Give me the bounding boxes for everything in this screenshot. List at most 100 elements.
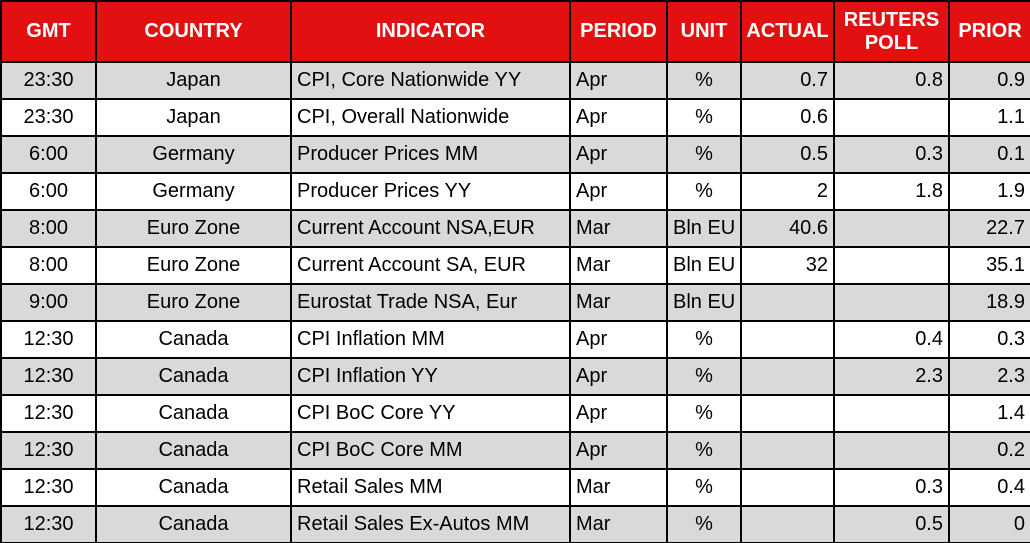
table-row: 12:30 Canada Retail Sales MM Mar% 0.3 0.4 [0, 468, 1030, 507]
cell-period: Mar [569, 505, 668, 543]
cell-country: Canada [95, 468, 292, 507]
cell-actual [740, 394, 835, 433]
cell-country: Canada [95, 505, 292, 543]
cell-gmt: 23:30 [0, 98, 97, 137]
cell-indicator: CPI Inflation MM [290, 320, 571, 359]
cell-country: Japan [95, 61, 292, 100]
header-row: GMT COUNTRY INDICATOR PERIOD UNIT ACTUAL REUTE… [0, 0, 1030, 63]
cell-reuters_poll [833, 98, 950, 137]
cell-actual: 0.5 [740, 135, 835, 174]
cell-actual: 2 [740, 172, 835, 211]
cell-unit: % [666, 172, 742, 211]
cell-unit: % [666, 98, 742, 137]
cell-period: Apr [569, 135, 668, 174]
cell-period: Mar [569, 283, 668, 322]
cell-reuters_poll [833, 283, 950, 322]
column-header-indicator: INDICATOR [290, 0, 571, 63]
cell-period: Mar [569, 246, 668, 285]
table-header: GMT COUNTRY INDICATOR PERIOD UNIT ACTUAL REUTE… [0, 0, 1030, 63]
cell-indicator: Current Account NSA,EUR [290, 209, 571, 248]
cell-actual: 40.6 [740, 209, 835, 248]
cell-period: Apr [569, 431, 668, 470]
cell-reuters_poll [833, 246, 950, 285]
cell-unit: % [666, 320, 742, 359]
cell-country: Euro Zone [95, 283, 292, 322]
cell-unit: Bln EU [666, 246, 742, 285]
table-row: 8:00 Euro Zone Current Account SA, EUR Mar B… [0, 246, 1030, 285]
cell-prior: 35.1 [948, 246, 1030, 285]
cell-actual [740, 283, 835, 322]
cell-indicator: CPI, Core Nationwide YY [290, 61, 571, 100]
column-header-prior: PRIOR [948, 0, 1030, 63]
column-header-gmt: GMT [0, 0, 97, 63]
cell-reuters_poll: 2.3 [833, 357, 950, 396]
cell-indicator: Producer Prices MM [290, 135, 571, 174]
cell-country: Euro Zone [95, 246, 292, 285]
table-row: 12:30 Canada CPI Inflation YY Apr% 2.3 2.3 [0, 357, 1030, 396]
cell-prior: 0 [948, 505, 1030, 543]
cell-prior: 1.4 [948, 394, 1030, 433]
cell-unit: % [666, 394, 742, 433]
cell-gmt: 23:30 [0, 61, 97, 100]
cell-actual [740, 468, 835, 507]
cell-prior: 2.3 [948, 357, 1030, 396]
table-row: 9:00 Euro Zone Eurostat Trade NSA, Eur Mar B… [0, 283, 1030, 322]
cell-gmt: 12:30 [0, 357, 97, 396]
column-header-period: PERIOD [569, 0, 668, 63]
cell-country: Germany [95, 135, 292, 174]
cell-actual [740, 505, 835, 543]
table-row: 23:30 Japan CPI, Core Nationwide YY Apr% 0.7… [0, 61, 1030, 100]
cell-unit: Bln EU [666, 209, 742, 248]
cell-reuters_poll [833, 209, 950, 248]
cell-prior: 0.2 [948, 431, 1030, 470]
table-row: 6:00 Germany Producer Prices YY Apr% 2 1.8 1.9 [0, 172, 1030, 211]
cell-gmt: 12:30 [0, 468, 97, 507]
column-header-reuters_poll: REUTERS POLL [833, 0, 950, 63]
cell-gmt: 12:30 [0, 505, 97, 543]
cell-actual: 0.7 [740, 61, 835, 100]
cell-period: Apr [569, 172, 668, 211]
table-body: 23:30 Japan CPI, Core Nationwide YY Apr% 0.7… [0, 61, 1030, 543]
cell-country: Canada [95, 357, 292, 396]
cell-prior: 22.7 [948, 209, 1030, 248]
cell-period: Apr [569, 394, 668, 433]
cell-gmt: 8:00 [0, 209, 97, 248]
cell-gmt: 12:30 [0, 431, 97, 470]
cell-indicator: CPI BoC Core MM [290, 431, 571, 470]
cell-indicator: Current Account SA, EUR [290, 246, 571, 285]
cell-unit: Bln EU [666, 283, 742, 322]
cell-gmt: 8:00 [0, 246, 97, 285]
cell-reuters_poll [833, 394, 950, 433]
cell-unit: % [666, 357, 742, 396]
column-header-country: COUNTRY [95, 0, 292, 63]
table-row: 12:30 Canada Retail Sales Ex-Autos MM Mar% 0… [0, 505, 1030, 543]
cell-prior: 1.9 [948, 172, 1030, 211]
cell-period: Apr [569, 61, 668, 100]
cell-prior: 0.9 [948, 61, 1030, 100]
cell-country: Euro Zone [95, 209, 292, 248]
table-row: 12:30 Canada CPI BoC Core MM Apr% 0.2 [0, 431, 1030, 470]
cell-actual: 32 [740, 246, 835, 285]
cell-country: Canada [95, 394, 292, 433]
cell-indicator: CPI Inflation YY [290, 357, 571, 396]
cell-indicator: CPI BoC Core YY [290, 394, 571, 433]
cell-prior: 0.3 [948, 320, 1030, 359]
table-row: 6:00 Germany Producer Prices MM Apr% 0.5 0.3 0… [0, 135, 1030, 174]
cell-reuters_poll: 0.5 [833, 505, 950, 543]
cell-indicator: CPI, Overall Nationwide [290, 98, 571, 137]
table-row: 12:30 Canada CPI Inflation MM Apr% 0.4 0.3 [0, 320, 1030, 359]
cell-reuters_poll: 0.3 [833, 468, 950, 507]
cell-gmt: 12:30 [0, 320, 97, 359]
cell-period: Mar [569, 209, 668, 248]
cell-reuters_poll: 0.3 [833, 135, 950, 174]
cell-country: Canada [95, 320, 292, 359]
cell-prior: 0.1 [948, 135, 1030, 174]
cell-unit: % [666, 505, 742, 543]
cell-unit: % [666, 468, 742, 507]
cell-gmt: 12:30 [0, 394, 97, 433]
cell-prior: 1.1 [948, 98, 1030, 137]
cell-gmt: 6:00 [0, 135, 97, 174]
cell-actual [740, 357, 835, 396]
cell-unit: % [666, 431, 742, 470]
